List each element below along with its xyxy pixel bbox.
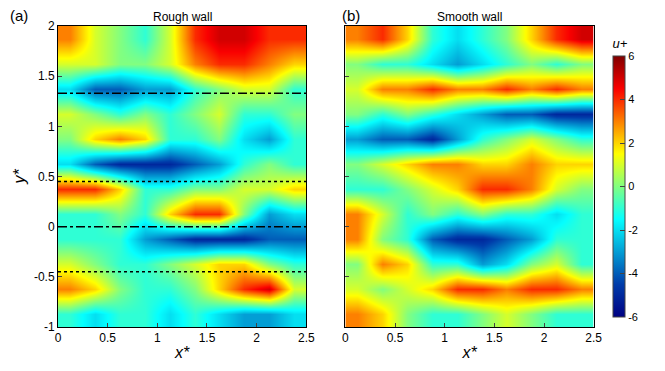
svg-text:x*: x*: [174, 344, 190, 361]
svg-text:-2: -2: [628, 224, 638, 236]
svg-text:(b): (b): [342, 7, 360, 24]
svg-text:-4: -4: [628, 267, 638, 279]
svg-text:0.5: 0.5: [99, 331, 116, 345]
svg-text:2: 2: [48, 19, 55, 33]
svg-text:0.5: 0.5: [38, 170, 55, 184]
svg-text:0: 0: [342, 331, 349, 345]
svg-text:1.5: 1.5: [38, 69, 55, 83]
svg-text:2.5: 2.5: [585, 331, 602, 345]
svg-text:u+: u+: [613, 36, 628, 51]
svg-text:6: 6: [628, 50, 634, 62]
svg-text:x*: x*: [461, 344, 477, 361]
svg-text:1: 1: [154, 331, 161, 345]
svg-text:2: 2: [628, 137, 634, 149]
svg-text:Rough wall: Rough wall: [153, 10, 212, 24]
svg-text:1: 1: [441, 331, 448, 345]
svg-text:2: 2: [541, 331, 548, 345]
svg-text:0: 0: [628, 180, 634, 192]
svg-text:0: 0: [48, 220, 55, 234]
svg-text:2: 2: [253, 331, 260, 345]
svg-text:-1: -1: [44, 320, 55, 334]
svg-text:1.5: 1.5: [199, 331, 216, 345]
svg-text:4: 4: [628, 93, 634, 105]
svg-text:(a): (a): [10, 7, 28, 24]
svg-text:Smooth wall: Smooth wall: [437, 10, 502, 24]
svg-text:2.5: 2.5: [298, 331, 315, 345]
svg-text:y*: y*: [11, 169, 28, 185]
svg-text:0.5: 0.5: [387, 331, 404, 345]
svg-text:1: 1: [48, 120, 55, 134]
svg-text:1.5: 1.5: [486, 331, 503, 345]
svg-text:-0.5: -0.5: [34, 270, 55, 284]
svg-text:-6: -6: [628, 311, 638, 323]
svg-text:0: 0: [55, 331, 62, 345]
